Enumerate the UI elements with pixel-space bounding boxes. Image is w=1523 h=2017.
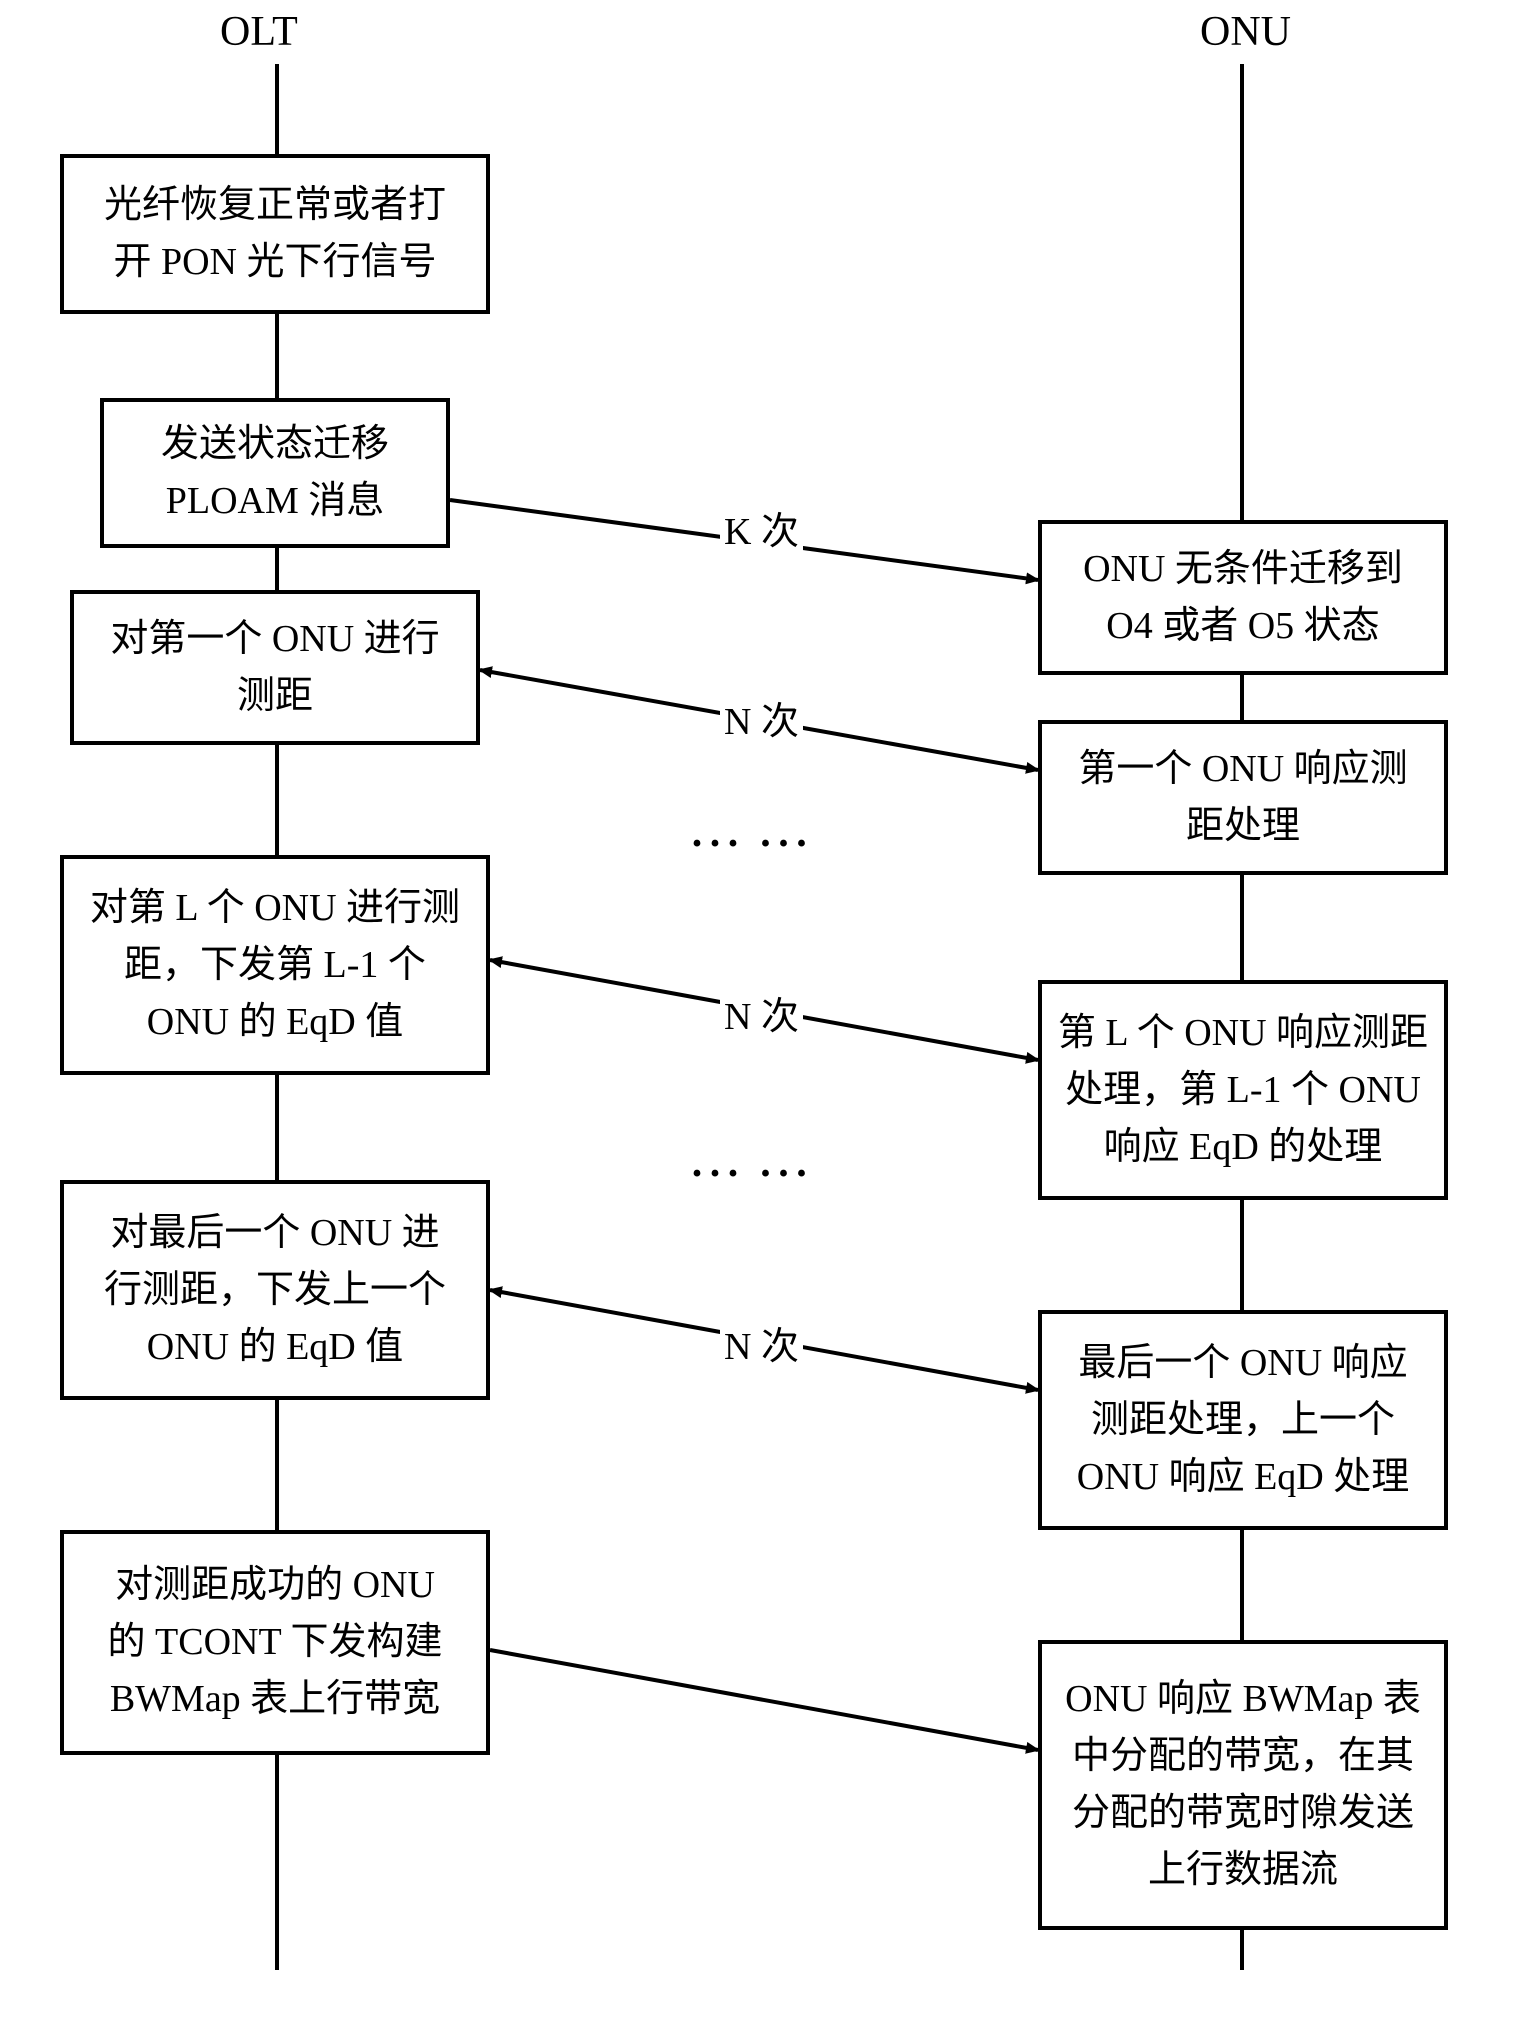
arrow-label-k: K 次 xyxy=(720,500,803,555)
arrow-label-n3: N 次 xyxy=(720,1315,803,1370)
arrow-label-n1: N 次 xyxy=(720,690,803,745)
arrow-bwmap xyxy=(490,1650,1038,1750)
arrow-label-n2: N 次 xyxy=(720,985,803,1040)
